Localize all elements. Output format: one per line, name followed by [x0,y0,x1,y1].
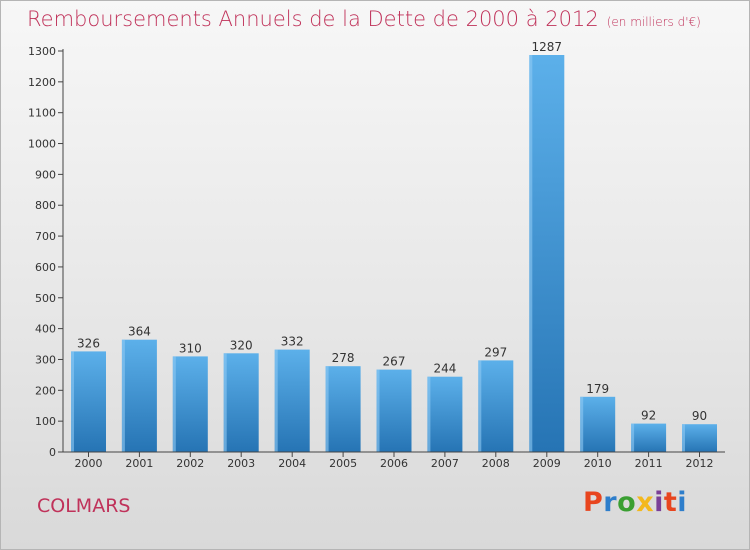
data-label-2007: 244 [433,362,456,376]
y-tick-label: 900 [35,168,56,181]
y-tick-label: 800 [35,199,56,212]
data-label-2000: 326 [77,336,100,350]
x-tick-label: 2011 [635,457,663,470]
bar-2004[interactable] [274,349,310,452]
x-tick-label: 2005 [329,457,357,470]
data-label-2006: 267 [383,355,406,369]
x-tick-label: 2001 [125,457,153,470]
bar-highlight [631,423,635,452]
logo-letter: t [663,487,678,518]
bar-2003[interactable] [223,353,259,452]
x-tick-label: 2012 [686,457,714,470]
bar-highlight [478,360,482,452]
y-tick-label: 1300 [28,45,56,58]
bar-highlight [223,353,227,452]
bar-highlight [172,356,176,452]
bar-2005[interactable] [325,366,361,452]
bar-2007[interactable] [427,376,463,452]
y-tick-label: 200 [35,384,56,397]
data-label-2005: 278 [332,351,355,365]
y-tick-label: 400 [35,323,56,336]
x-tick-label: 2007 [431,457,459,470]
chart-title-text: Remboursements Annuels de la Dette de 20… [27,7,599,31]
data-label-2012: 90 [692,409,707,423]
bar-highlight [682,424,685,452]
bar-highlight [427,376,431,452]
bar-2012[interactable] [682,424,717,452]
x-tick-label: 2009 [533,457,561,470]
bar-highlight [71,351,74,452]
y-tick-label: 300 [35,353,56,366]
data-label-2011: 92 [641,409,656,423]
y-tick-label: 1200 [28,76,56,89]
x-tick-label: 2010 [584,457,612,470]
bar-highlight [325,366,329,452]
bar-2010[interactable] [580,396,616,452]
data-label-2010: 179 [586,382,609,396]
bar-2001[interactable] [121,339,157,452]
x-tick-label: 2008 [482,457,510,470]
chart-subtitle: (en milliers d'€) [606,15,701,29]
bar-2008[interactable] [478,360,514,452]
bar-highlight [274,349,278,452]
data-label-2004: 332 [281,335,304,349]
x-tick-label: 2003 [227,457,255,470]
y-tick-label: 1000 [28,138,56,151]
bar-highlight [376,369,380,452]
y-tick-label: 700 [35,230,56,243]
logo-letter: P [583,487,604,518]
bar-2000[interactable] [71,351,106,452]
x-tick-label: 2004 [278,457,306,470]
y-tick-label: 0 [49,446,56,459]
data-label-2002: 310 [179,341,202,355]
data-label-2009: 1287 [532,40,563,54]
chart-title: Remboursements Annuels de la Dette de 20… [27,7,701,31]
logo-letter: r [603,487,618,518]
bar-highlight [121,339,125,452]
bar-highlight [529,55,533,452]
bar-highlight [580,396,584,452]
logo-letter: i [654,487,664,518]
logo-letter: o [617,487,637,518]
logo-letter: i [677,487,688,518]
data-label-2008: 297 [484,345,507,359]
bar-2006[interactable] [376,369,412,452]
y-tick-label: 500 [35,292,56,305]
x-tick-label: 2006 [380,457,408,470]
y-tick-label: 100 [35,415,56,428]
town-name: COLMARS [37,495,131,517]
proxiti-logo[interactable]: Proxiti [583,487,687,518]
bar-2002[interactable] [172,356,208,452]
bar-2009[interactable] [529,55,565,452]
data-label-2001: 364 [128,325,151,339]
bar-2011[interactable] [631,423,667,452]
y-tick-label: 1100 [28,107,56,120]
x-tick-label: 2000 [75,457,103,470]
logo-letter: x [636,487,655,518]
x-tick-label: 2002 [176,457,204,470]
y-tick-label: 600 [35,261,56,274]
data-label-2003: 320 [230,338,253,352]
